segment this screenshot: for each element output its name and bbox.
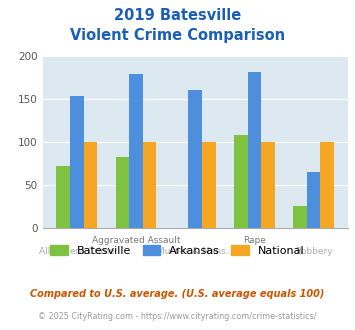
Text: Rape: Rape <box>243 236 266 245</box>
Text: Aggravated Assault: Aggravated Assault <box>92 236 180 245</box>
Text: Violent Crime Comparison: Violent Crime Comparison <box>70 28 285 43</box>
Bar <box>307 172 321 228</box>
Bar <box>321 142 334 228</box>
Bar <box>261 142 275 228</box>
Bar <box>189 89 202 228</box>
Bar <box>143 142 157 228</box>
Text: 2019 Batesville: 2019 Batesville <box>114 8 241 23</box>
Bar <box>116 157 129 228</box>
Text: © 2025 CityRating.com - https://www.cityrating.com/crime-statistics/: © 2025 CityRating.com - https://www.city… <box>38 312 317 321</box>
Text: All Violent Crime: All Violent Crime <box>39 247 115 255</box>
Text: Murder & Mans...: Murder & Mans... <box>157 247 234 255</box>
Legend: Batesville, Arkansas, National: Batesville, Arkansas, National <box>46 241 309 260</box>
Bar <box>84 142 97 228</box>
Bar <box>234 135 248 228</box>
Bar <box>248 72 261 228</box>
Bar <box>70 96 84 228</box>
Text: Robbery: Robbery <box>295 247 332 255</box>
Bar <box>202 142 216 228</box>
Bar <box>293 206 307 228</box>
Bar <box>56 166 70 228</box>
Bar <box>129 74 143 228</box>
Text: Compared to U.S. average. (U.S. average equals 100): Compared to U.S. average. (U.S. average … <box>30 289 325 299</box>
